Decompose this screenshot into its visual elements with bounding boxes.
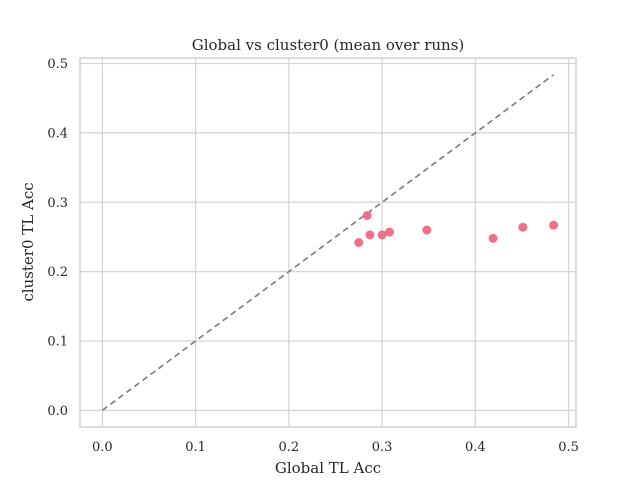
data-point [377,230,387,240]
x-tick-label: 0.0 [92,440,113,455]
y-tick-label: 0.4 [47,126,68,141]
data-point [488,233,498,243]
x-tick-label: 0.2 [278,440,299,455]
y-axis-label: cluster0 TL Acc [19,182,37,301]
reference-line-group [101,74,555,411]
grid-lines [80,58,576,427]
data-point [365,230,375,240]
y-tick-label: 0.2 [47,265,68,280]
data-points [354,210,559,247]
data-point [362,210,372,220]
data-point [422,225,432,235]
y-tick-labels: 0.0 0.1 0.2 0.3 0.4 0.5 [47,57,68,419]
y-tick-label: 0.1 [47,334,68,349]
plot-frame [79,57,577,428]
data-point [385,227,395,237]
reference-line [101,74,555,411]
x-tick-label: 0.3 [372,440,393,455]
x-tick-label: 0.1 [185,440,206,455]
chart-title: Global vs cluster0 (mean over runs) [192,36,465,54]
y-tick-label: 0.3 [47,196,68,211]
x-tick-label: 0.5 [558,440,579,455]
x-axis-label: Global TL Acc [275,459,381,477]
x-tick-labels: 0.0 0.1 0.2 0.3 0.4 0.5 [92,440,579,455]
x-tick-label: 0.4 [465,440,486,455]
data-point [549,220,559,230]
data-point [518,222,528,232]
y-tick-label: 0.5 [47,57,68,72]
y-tick-label: 0.0 [47,404,68,419]
data-point [354,238,364,247]
